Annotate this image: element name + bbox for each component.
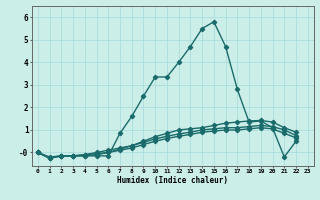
X-axis label: Humidex (Indice chaleur): Humidex (Indice chaleur)	[117, 176, 228, 185]
